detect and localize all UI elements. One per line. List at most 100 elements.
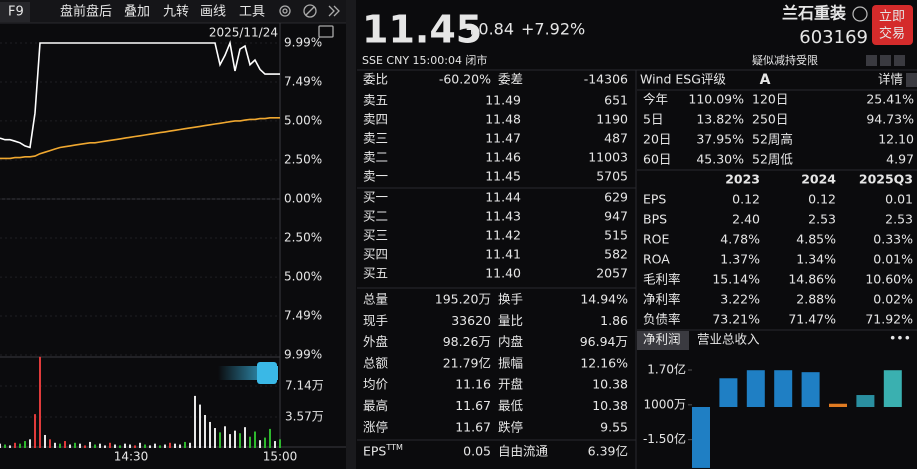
level-label: 买五 (363, 266, 388, 281)
x-tick-label: 15:00 (263, 450, 298, 464)
fin-value: 0.01% (873, 252, 913, 267)
level-price: 11.46 (485, 150, 521, 165)
toolbar-tab[interactable]: 工具 (239, 5, 265, 20)
more-icon[interactable]: ••• (889, 331, 911, 346)
bar (774, 370, 793, 407)
y-tick-label: 2.50% (284, 231, 322, 245)
volume-bar (224, 426, 226, 448)
float-icon[interactable] (257, 362, 277, 384)
volume-bar (174, 443, 176, 448)
volume-bar (29, 439, 31, 448)
fin-value: 0.12 (808, 192, 836, 207)
stat-label: 总量 (363, 292, 388, 307)
toolbar-tab[interactable]: 画线 (200, 5, 226, 20)
volume-bar (189, 442, 191, 448)
volume-bar (244, 427, 246, 448)
stat-value: 33620 (451, 313, 491, 328)
esg-detail[interactable]: 详情 (878, 72, 903, 87)
level-price: 11.47 (485, 131, 521, 146)
expand-icon[interactable] (328, 5, 340, 17)
level-label: 卖三 (363, 131, 388, 146)
toolbar-tab[interactable]: 九转 (163, 5, 189, 20)
chart-date: 2025/11/24 (209, 26, 278, 40)
volume-bar (34, 414, 36, 448)
value: -60.20% (439, 72, 491, 87)
volume-bar (259, 440, 261, 448)
return-label: 120日 (752, 92, 788, 107)
fin-value: 14.86% (788, 272, 836, 287)
fin-label: 负债率 (643, 312, 681, 327)
label: 委差 (498, 72, 523, 87)
level-label: 买二 (363, 209, 388, 224)
fin-year: 2025Q3 (859, 172, 913, 187)
stock-code: 603169 (799, 27, 868, 48)
chart-tab[interactable]: 营业总收入 (697, 332, 760, 347)
volume-bar (24, 441, 26, 448)
volume-bar (104, 445, 106, 448)
level-volume: 947 (604, 209, 628, 224)
fin-value: 0.12 (732, 192, 760, 207)
stat-label: 最低 (498, 398, 524, 413)
stat-value: 0.05 (463, 444, 491, 459)
toolbar-tab[interactable]: 叠加 (124, 5, 150, 20)
fin-value: 0.01 (885, 192, 913, 207)
volume-bar (69, 444, 71, 448)
trade-button-label[interactable]: 交易 (879, 26, 905, 42)
bar (883, 370, 902, 407)
fin-value: 71.92% (865, 312, 913, 327)
wp-icon[interactable] (318, 25, 334, 38)
level-volume: 487 (604, 131, 628, 146)
icon[interactable] (866, 55, 877, 66)
icon[interactable] (880, 55, 891, 66)
stat-value: 21.79亿 (443, 355, 491, 370)
volume-bar (119, 445, 121, 448)
trade-button[interactable] (872, 5, 913, 45)
fin-label: 净利率 (643, 292, 681, 307)
level-price: 11.43 (485, 209, 521, 224)
toolbar-tab[interactable]: F9 (8, 5, 24, 20)
volume-bar (229, 434, 231, 448)
fin-label: ROA (643, 252, 670, 267)
volume-bar (209, 421, 211, 448)
fin-value: 71.47% (788, 312, 836, 327)
toolbar-tab[interactable]: 盘前盘后 (60, 4, 112, 20)
settings-icon[interactable] (279, 5, 291, 17)
volume-bar (54, 442, 56, 448)
fin-value: 2.88% (796, 292, 836, 307)
label: 委比 (363, 72, 388, 87)
fin-value: 10.60% (865, 272, 913, 287)
level-price: 11.40 (485, 266, 521, 281)
volume-bar (64, 441, 66, 448)
hide-icon[interactable] (303, 4, 317, 18)
volume-bar (144, 444, 146, 448)
info-icon[interactable] (852, 6, 868, 22)
fin-value: 3.22% (720, 292, 760, 307)
volume-bar (254, 431, 256, 448)
market-info: SSE CNY 15:00:04 闭市 (362, 53, 487, 67)
y-tick-label: 5.00% (284, 270, 322, 284)
stat-label-sup: TTM (385, 443, 403, 452)
tab-active (0, 2, 30, 22)
chart-tab[interactable]: 净利润 (643, 332, 681, 347)
volume-bar (79, 443, 81, 448)
return-value: 25.41% (866, 92, 914, 107)
volume-bar (199, 404, 201, 448)
level-price: 11.49 (485, 93, 521, 108)
return-label: 20日 (643, 132, 671, 147)
level-volume: 629 (604, 190, 628, 205)
stock-name: 兰石重装 (782, 4, 846, 23)
bar (856, 395, 875, 407)
level-label: 卖四 (363, 112, 388, 127)
stat-value: 10.38 (592, 398, 628, 413)
bar (801, 372, 820, 407)
icon[interactable] (894, 55, 905, 66)
fin-year: 2024 (801, 172, 836, 187)
stat-label: 开盘 (498, 377, 523, 392)
volume-bar (249, 436, 251, 448)
stat-value: 11.67 (455, 419, 491, 434)
fin-value: 4.78% (720, 232, 760, 247)
stat-value: 9.55 (600, 419, 628, 434)
scroll-up[interactable] (906, 73, 917, 87)
trade-button-label[interactable]: 立即 (879, 10, 905, 25)
